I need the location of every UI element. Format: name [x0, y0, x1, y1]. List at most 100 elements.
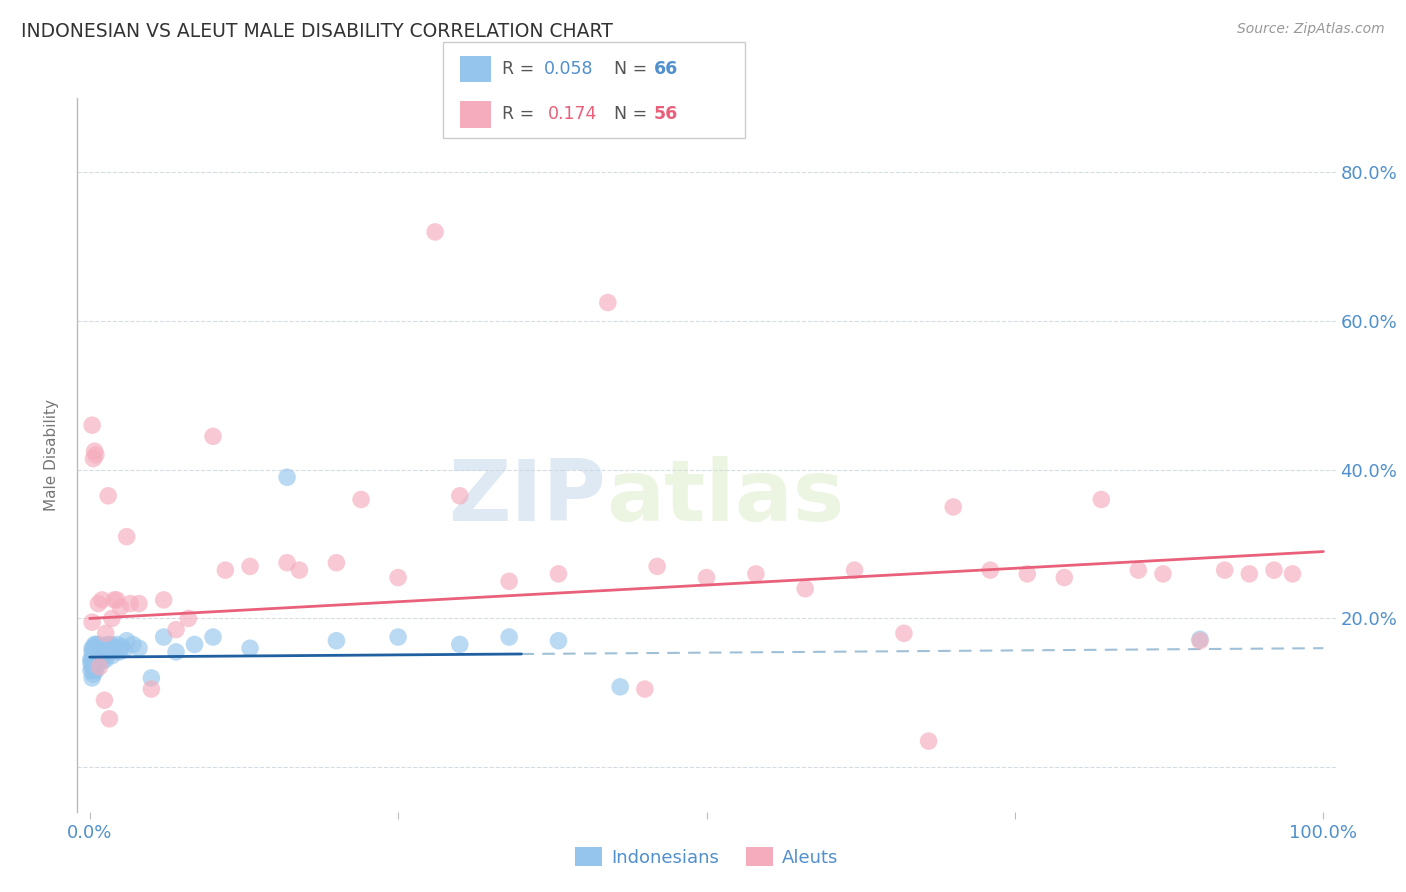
- Point: [82, 652, 104, 666]
- Point: [83, 648, 105, 663]
- Point: [645, 559, 668, 574]
- Point: [86, 650, 108, 665]
- Point: [547, 633, 569, 648]
- Point: [84, 664, 107, 678]
- Point: [893, 626, 915, 640]
- Point: [91, 655, 114, 669]
- Point: [91, 640, 114, 654]
- Point: [90, 642, 112, 657]
- Point: [83, 645, 105, 659]
- Point: [98, 712, 121, 726]
- Point: [101, 648, 124, 663]
- Point: [1152, 566, 1174, 581]
- Point: [609, 680, 631, 694]
- Point: [1090, 492, 1112, 507]
- Point: [80, 652, 103, 666]
- Point: [80, 656, 103, 670]
- Text: 0.174: 0.174: [548, 105, 598, 123]
- Point: [120, 597, 142, 611]
- Point: [634, 681, 657, 696]
- Point: [1053, 571, 1076, 585]
- Point: [80, 664, 103, 678]
- Point: [1263, 563, 1285, 577]
- Legend: Indonesians, Aleuts: Indonesians, Aleuts: [568, 840, 845, 874]
- Text: Source: ZipAtlas.com: Source: ZipAtlas.com: [1237, 22, 1385, 37]
- Point: [276, 556, 298, 570]
- Point: [745, 566, 768, 581]
- Point: [82, 641, 104, 656]
- Point: [1017, 566, 1039, 581]
- Text: 56: 56: [654, 105, 678, 123]
- Point: [165, 623, 187, 637]
- Point: [1281, 566, 1303, 581]
- Point: [1188, 633, 1211, 648]
- Point: [97, 642, 120, 657]
- Point: [449, 637, 471, 651]
- Point: [93, 645, 115, 659]
- Text: N =: N =: [603, 105, 652, 123]
- Point: [87, 637, 110, 651]
- Point: [89, 640, 111, 654]
- Point: [547, 566, 569, 581]
- Point: [202, 429, 225, 443]
- Point: [82, 671, 104, 685]
- Text: R =: R =: [502, 105, 546, 123]
- Point: [82, 648, 104, 663]
- Point: [84, 448, 107, 462]
- Point: [93, 693, 115, 707]
- Point: [110, 600, 132, 615]
- Point: [1188, 632, 1211, 647]
- Point: [325, 556, 347, 570]
- Text: R =: R =: [502, 60, 540, 78]
- Point: [423, 225, 446, 239]
- Point: [165, 645, 187, 659]
- Point: [794, 582, 817, 596]
- Point: [387, 571, 409, 585]
- Point: [844, 563, 866, 577]
- Point: [82, 641, 104, 656]
- Point: [91, 648, 114, 663]
- Point: [97, 489, 120, 503]
- Point: [83, 444, 105, 458]
- Point: [94, 626, 117, 640]
- Point: [596, 295, 619, 310]
- Point: [101, 611, 124, 625]
- Point: [84, 648, 107, 663]
- Point: [82, 615, 104, 630]
- Point: [498, 574, 520, 589]
- Point: [89, 648, 111, 663]
- Point: [350, 492, 373, 507]
- Point: [83, 652, 105, 666]
- Point: [84, 637, 107, 651]
- Point: [276, 470, 298, 484]
- Point: [128, 641, 150, 656]
- Point: [288, 563, 311, 577]
- Point: [128, 597, 150, 611]
- Point: [917, 734, 939, 748]
- Text: atlas: atlas: [606, 456, 844, 540]
- Point: [94, 652, 117, 666]
- Y-axis label: Male Disability: Male Disability: [44, 399, 59, 511]
- Text: ZIP: ZIP: [449, 456, 606, 540]
- Point: [979, 563, 1001, 577]
- Point: [82, 664, 104, 678]
- Text: INDONESIAN VS ALEUT MALE DISABILITY CORRELATION CHART: INDONESIAN VS ALEUT MALE DISABILITY CORR…: [21, 22, 613, 41]
- Point: [111, 640, 134, 654]
- Point: [239, 559, 262, 574]
- Point: [103, 592, 125, 607]
- Point: [1213, 563, 1236, 577]
- Point: [115, 530, 138, 544]
- Point: [87, 597, 110, 611]
- Text: 0.058: 0.058: [544, 60, 593, 78]
- Text: 66: 66: [654, 60, 678, 78]
- Point: [141, 671, 163, 685]
- Point: [82, 660, 104, 674]
- Point: [87, 652, 110, 666]
- Point: [87, 645, 110, 659]
- Point: [84, 656, 107, 670]
- Point: [183, 637, 205, 651]
- Point: [84, 645, 107, 659]
- Point: [449, 489, 471, 503]
- Point: [942, 500, 965, 514]
- Point: [214, 563, 236, 577]
